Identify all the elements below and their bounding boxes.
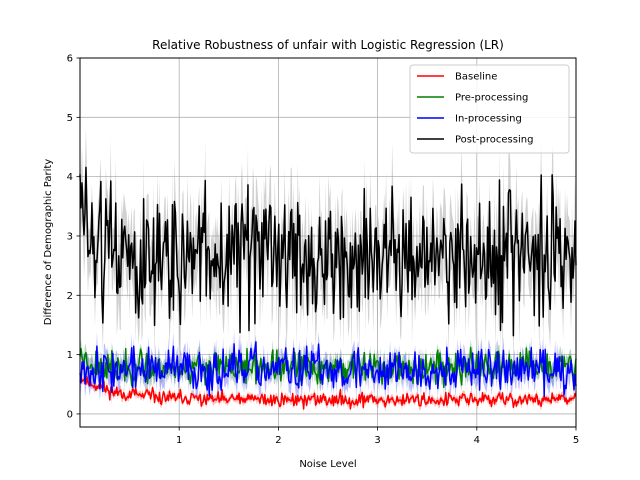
legend-label: Post-processing — [455, 135, 533, 146]
legend-label: In-processing — [455, 114, 522, 125]
y-tick-label: 4 — [67, 172, 73, 183]
chart-title: Relative Robustness of unfair with Logis… — [152, 38, 504, 52]
y-tick-label: 1 — [67, 350, 73, 361]
legend-label: Baseline — [455, 72, 497, 83]
x-tick-label: 2 — [275, 435, 281, 446]
series-line — [79, 376, 577, 410]
x-axis-ticks: 1 2 3 4 5 — [176, 427, 579, 446]
x-tick-label: 1 — [176, 435, 182, 446]
legend: Baseline Pre-processing In-processing Post-… — [409, 64, 570, 154]
y-tick-label: 5 — [67, 113, 73, 124]
series-line — [79, 341, 577, 397]
y-tick-label: 0 — [67, 409, 73, 420]
series-line — [79, 166, 577, 337]
y-tick-label: 2 — [67, 291, 73, 302]
x-axis-label: Noise Level — [299, 459, 356, 470]
x-tick-label: 4 — [474, 435, 480, 446]
y-tick-label: 6 — [67, 54, 73, 65]
series-lines — [79, 166, 577, 410]
x-tick-label: 3 — [374, 435, 380, 446]
plot-frame — [79, 57, 577, 428]
y-axis-label: Difference of Demographic Parity — [43, 159, 54, 326]
x-tick-label: 5 — [573, 435, 579, 446]
y-tick-label: 3 — [67, 231, 73, 242]
legend-label: Pre-processing — [455, 93, 528, 104]
y-axis-ticks: 0 1 2 3 4 5 6 — [67, 54, 80, 420]
legend-box — [409, 64, 570, 154]
